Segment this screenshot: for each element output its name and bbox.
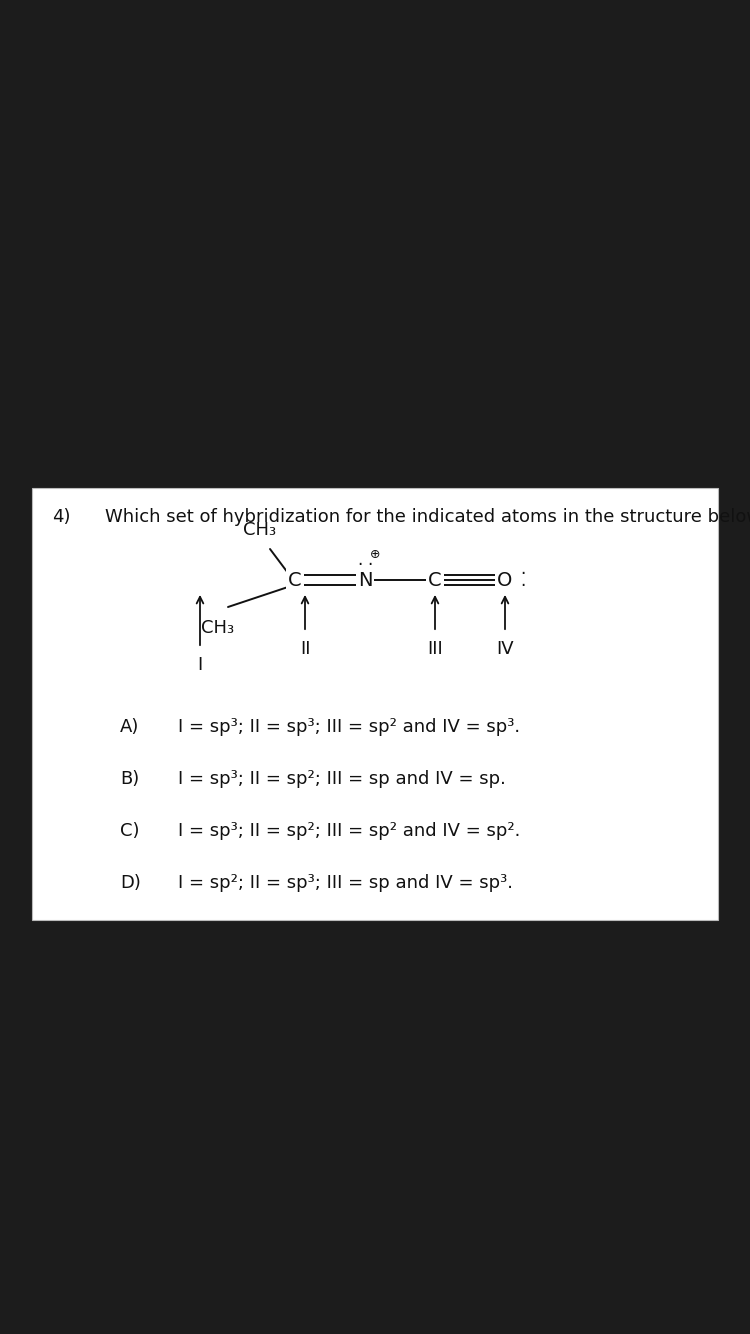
Text: I: I: [197, 656, 202, 674]
Text: ·: ·: [368, 556, 373, 574]
Text: 4): 4): [52, 508, 70, 526]
Text: I = sp³; II = sp²; III = sp and IV = sp.: I = sp³; II = sp²; III = sp and IV = sp.: [178, 770, 506, 788]
Text: IV: IV: [496, 640, 514, 658]
Text: ·: ·: [357, 556, 363, 574]
Text: C): C): [120, 822, 140, 840]
Text: D): D): [120, 874, 141, 892]
Text: O: O: [497, 571, 513, 590]
Text: Which set of hybridization for the indicated atoms in the structure below is COR: Which set of hybridization for the indic…: [105, 508, 750, 526]
Text: CH₃: CH₃: [244, 522, 277, 539]
Text: C: C: [428, 571, 442, 590]
Text: ·: ·: [520, 578, 526, 595]
Text: A): A): [120, 718, 140, 736]
Text: CH₃: CH₃: [202, 619, 235, 638]
Text: B): B): [120, 770, 140, 788]
Text: I = sp³; II = sp²; III = sp² and IV = sp².: I = sp³; II = sp²; III = sp² and IV = sp…: [178, 822, 520, 840]
Text: I = sp²; II = sp³; III = sp and IV = sp³.: I = sp²; II = sp³; III = sp and IV = sp³…: [178, 874, 513, 892]
Text: II: II: [300, 640, 310, 658]
Text: I = sp³; II = sp³; III = sp² and IV = sp³.: I = sp³; II = sp³; III = sp² and IV = sp…: [178, 718, 520, 736]
Text: ·: ·: [520, 566, 526, 583]
Text: C: C: [288, 571, 302, 590]
Text: N: N: [358, 571, 372, 590]
Text: ⊕: ⊕: [370, 547, 380, 560]
Text: III: III: [427, 640, 442, 658]
FancyBboxPatch shape: [32, 488, 718, 920]
